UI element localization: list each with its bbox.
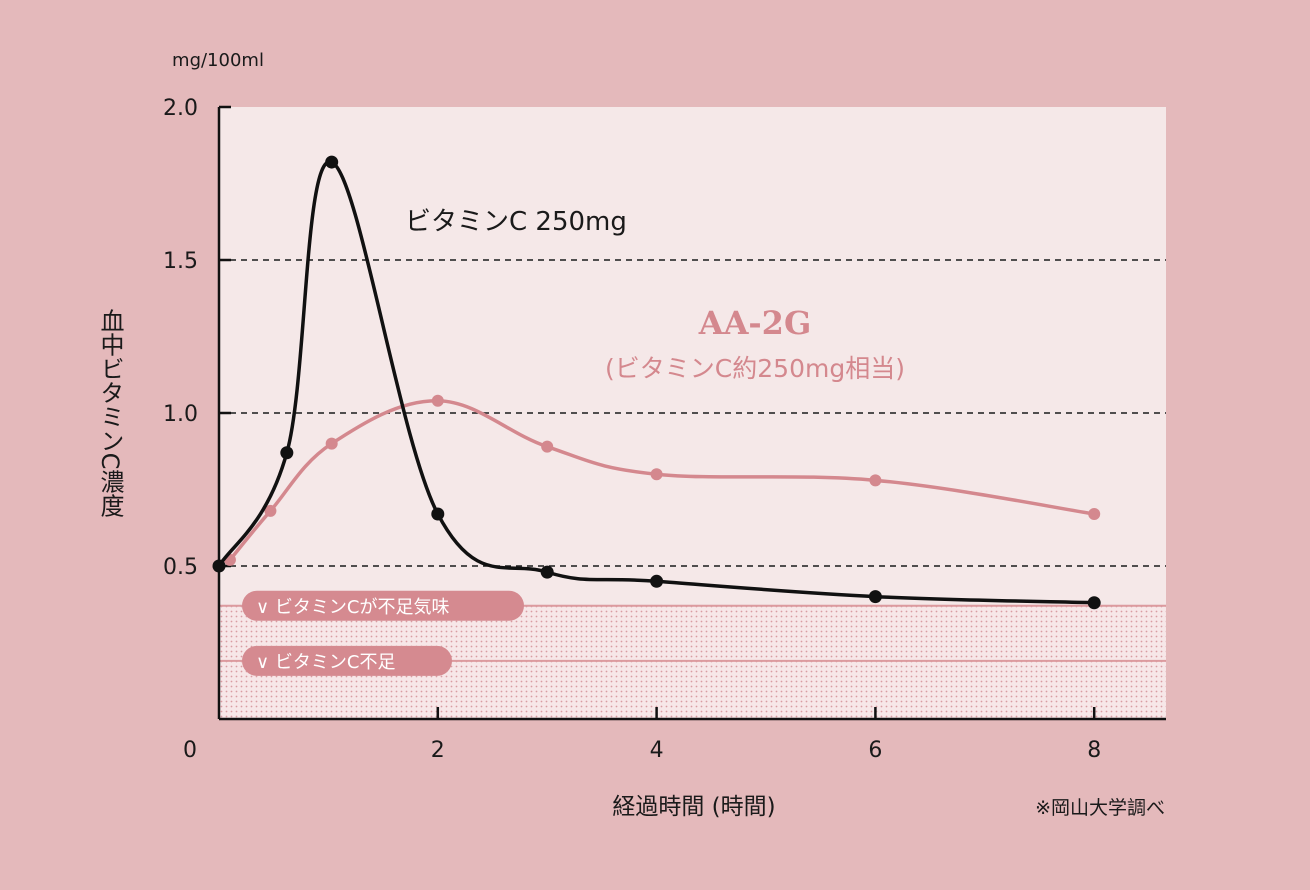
data-point (325, 155, 339, 169)
band-pill (242, 645, 452, 676)
y-tick-label: 1.5 (163, 249, 198, 274)
x-tick-label: 0 (183, 738, 197, 763)
threshold-bands: ∨ ビタミンCが不足気味 ∨ ビタミンC不足 (219, 590, 1166, 719)
x-tick-label: 2 (431, 738, 445, 763)
series-group (212, 155, 1101, 610)
series-label-aa2g: AA-2G (698, 304, 812, 342)
data-point (650, 468, 663, 481)
band-label: ∨ ビタミンC不足 (256, 652, 395, 673)
data-point (431, 507, 445, 521)
band-pill (242, 590, 524, 621)
y-tick-label: 1.0 (163, 402, 198, 427)
data-point (868, 590, 882, 604)
y-axis-label: 血中ビタミンC濃度 (96, 309, 124, 518)
series-vitamin-c (212, 155, 1101, 610)
data-point (650, 574, 664, 588)
x-tick-label: 6 (868, 738, 882, 763)
data-point (431, 394, 444, 407)
series-line (217, 160, 1095, 605)
y-tick-label: 2.0 (163, 96, 198, 121)
series-sublabel-aa2g: (ビタミンC約250mg相当) (605, 354, 905, 383)
data-point (541, 440, 554, 453)
data-point (540, 565, 554, 579)
y-tick-label: 0.5 (163, 555, 198, 580)
data-point (1088, 507, 1101, 520)
data-point (325, 437, 338, 450)
unit-label: mg/100ml (172, 50, 264, 71)
data-point (1087, 596, 1101, 610)
x-tick-label: 8 (1087, 738, 1101, 763)
x-tick-label: 4 (650, 738, 664, 763)
data-point (280, 446, 294, 460)
band-label: ∨ ビタミンCが不足気味 (256, 597, 449, 618)
x-axis-label: 経過時間 (時間) (612, 794, 775, 820)
gridlines (219, 259, 1166, 567)
series-aa2g (223, 394, 1101, 566)
data-point (264, 504, 277, 517)
data-point (212, 559, 226, 573)
series-label-vitamin-c: ビタミンC 250mg (405, 207, 627, 237)
source-note: ※岡山大学調べ (1035, 797, 1165, 819)
tick-labels: 0.5 1.0 1.5 2.0 0 2 4 6 8 (163, 96, 1101, 763)
data-point (869, 474, 882, 487)
axes (217, 105, 1166, 721)
